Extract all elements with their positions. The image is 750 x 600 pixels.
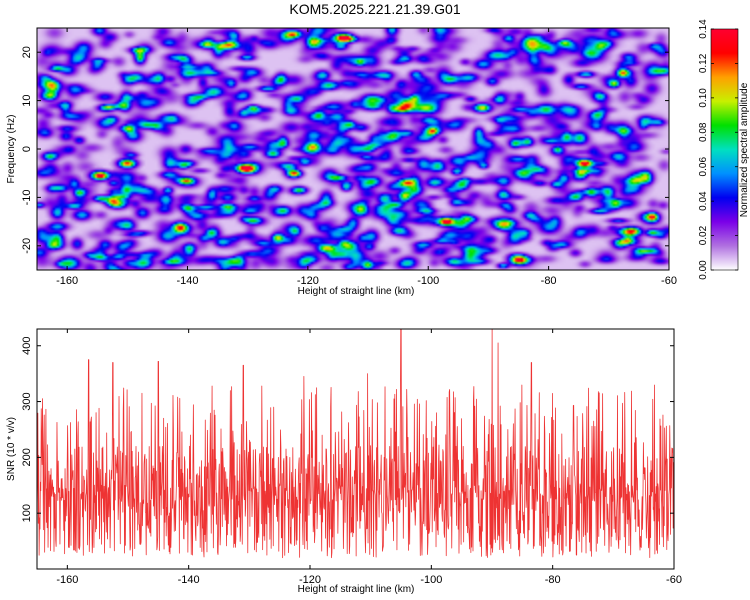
- colorbar-tick-label: 0.06: [698, 157, 709, 177]
- colorbar-gradient: [711, 29, 738, 270]
- spectrogram-y-tick-label: 0: [21, 146, 33, 152]
- spectrogram-x-axis: -160 -140 -120 -100 -80 -60: [56, 28, 677, 287]
- colorbar-tick-label: 0.00: [698, 260, 709, 280]
- snr-x-tick-label: -120: [299, 574, 321, 586]
- colorbar-ticks: 0.00 0.02 0.04 0.06 0.08 0.10 0.12 0.14: [698, 19, 738, 280]
- colorbar-tick-label: 0.10: [698, 88, 709, 108]
- spectrogram-y-tick-label: 10: [21, 94, 33, 106]
- colorbar-tick-label: 0.12: [698, 53, 709, 73]
- spectrogram-y-tick-label: 20: [21, 46, 33, 58]
- spectrogram-x-tick-label: -140: [176, 275, 198, 287]
- spectrogram-x-tick-label: -100: [417, 275, 439, 287]
- spectrogram-x-tick-label: -120: [297, 275, 319, 287]
- snr-x-axis: -160 -140 -120 -100 -80 -60: [56, 329, 682, 586]
- colorbar-tick-label: 0.04: [698, 191, 709, 211]
- figure-title: KOM5.2025.221.21.39.G01: [289, 1, 461, 17]
- spectrogram-ylabel: Frequency (Hz): [6, 115, 17, 184]
- snr-y-tick-label: 200: [21, 448, 33, 466]
- snr-x-tick-label: -160: [56, 574, 78, 586]
- spectrogram-y-axis: -20 -10 0 10 20: [21, 46, 669, 254]
- snr-series-line: [37, 329, 674, 559]
- snr-y-tick-label: 400: [21, 337, 33, 355]
- colorbar-tick-label: 0.14: [698, 19, 709, 39]
- snr-ylabel: SNR (10 * v/v): [6, 417, 17, 481]
- snr-y-axis: 100 200 300 400: [21, 337, 674, 522]
- spectrogram-y-tick-label: -20: [21, 238, 33, 254]
- colorbar-tick-label: 0.08: [698, 122, 709, 142]
- snr-xlabel: Height of straight line (km): [298, 584, 415, 595]
- snr-plot: -160 -140 -120 -100 -80 -60 100 200 300 400 Heig…: [6, 328, 682, 595]
- snr-y-tick-label: 300: [21, 392, 33, 410]
- spectrogram-y-tick-label: -10: [21, 189, 33, 205]
- colorbar-label: Normalized spectral amplitude: [739, 82, 750, 217]
- snr-x-tick-label: -80: [545, 574, 561, 586]
- spectrogram-x-tick-label: -160: [56, 275, 78, 287]
- spectrogram-x-tick-label: -60: [661, 275, 677, 287]
- snr-y-tick-label: 100: [21, 504, 33, 522]
- snr-x-tick-label: -100: [420, 574, 442, 586]
- spectrogram-x-tick-label: -80: [541, 275, 557, 287]
- colorbar-frame: [710, 28, 739, 271]
- spectrogram-xlabel: Height of straight line (km): [298, 286, 415, 297]
- snr-x-tick-label: -140: [178, 574, 200, 586]
- snr-frame: [36, 328, 675, 570]
- spectrogram-image: [37, 28, 669, 270]
- colorbar-tick-label: 0.02: [698, 225, 709, 245]
- snr-x-tick-label: -60: [666, 574, 682, 586]
- colorbar: 0.00 0.02 0.04 0.06 0.08 0.10 0.12 0.14 Normali…: [698, 19, 750, 280]
